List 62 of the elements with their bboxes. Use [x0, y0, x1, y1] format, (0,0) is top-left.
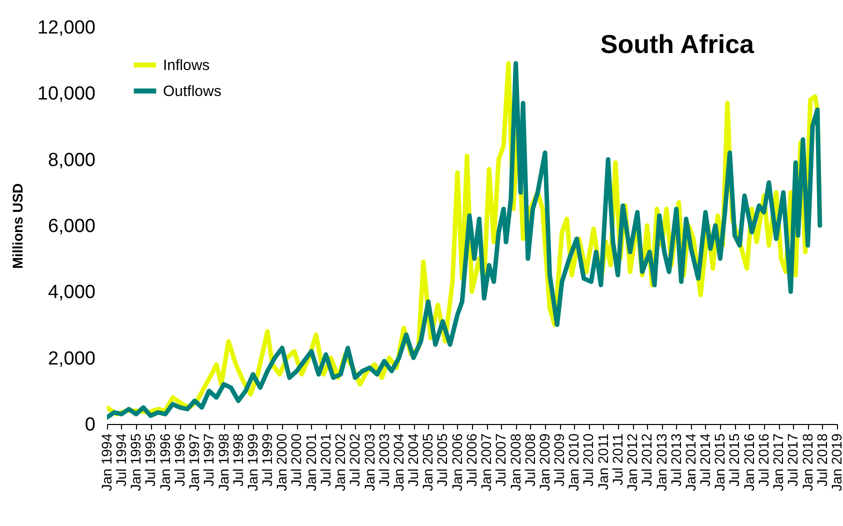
y-tick-label: 6,000: [48, 216, 96, 237]
x-tick-label: Jan 1996: [156, 433, 173, 492]
chart-title: South Africa: [600, 29, 755, 59]
x-tick-label: Jan 2016: [740, 433, 757, 492]
x-tick-label: Jul 2016: [755, 433, 772, 486]
x-tick-label: Jul 2012: [638, 433, 655, 486]
x-tick-label: Jul 1994: [112, 433, 129, 486]
x-tick-label: Jul 2006: [463, 433, 480, 486]
y-tick-label: 0: [84, 414, 96, 436]
x-tick-label: Jul 1999: [258, 433, 275, 486]
x-tick-label: Jul 1995: [142, 433, 158, 486]
x-tick-label: Jan 2009: [536, 433, 553, 492]
x-tick-label: Jan 2014: [682, 433, 699, 492]
x-tick-label: Jan 2005: [420, 433, 436, 492]
y-tick-label: 2,000: [48, 348, 96, 370]
x-tick-label: Jul 2010: [580, 433, 596, 486]
x-tick-label: Jan 2001: [302, 433, 319, 492]
x-tick-label: Jan 2007: [478, 433, 494, 492]
x-tick-label: Jul 2002: [346, 433, 363, 486]
x-tick-label: Jul 2013: [668, 433, 684, 486]
x-tick-label: Jul 2011: [609, 433, 626, 486]
x-tick-label: Jul 2005: [434, 433, 450, 486]
x-tick-label: Jul 2017: [784, 433, 801, 486]
x-tick-label: Jul 2009: [551, 433, 567, 486]
x-tick-label: Jan 2018: [799, 433, 816, 492]
x-tick-label: Jul 2007: [492, 433, 509, 486]
x-tick-label: Jul 2004: [405, 433, 422, 486]
x-tick-label: Jan 2000: [274, 433, 290, 492]
legend-label: Inflows: [163, 57, 210, 74]
y-axis-title: Millions USD: [9, 183, 26, 269]
x-tick-label: Jul 1996: [171, 433, 188, 486]
x-tick-label: Jul 2008: [522, 433, 538, 486]
y-tick-label: 4,000: [48, 282, 96, 304]
x-tick-label: Jul 2018: [814, 433, 830, 486]
x-tick-label: Jan 2019: [828, 433, 843, 492]
x-tick-label: Jul 2003: [376, 433, 392, 486]
x-tick-label: Jan 1998: [215, 433, 232, 492]
x-tick-label: Jan 1994: [98, 433, 114, 492]
x-tick-label: Jan 2011: [594, 433, 611, 490]
x-tick-label: Jan 2004: [390, 433, 406, 492]
x-tick-label: Jul 2014: [696, 433, 713, 486]
legend-label: Outflows: [163, 83, 222, 100]
y-tick-label: 8,000: [48, 150, 96, 171]
x-tick-label: Jul 2000: [288, 433, 304, 486]
x-tick-label: Jul 1998: [230, 433, 246, 486]
y-tick-label: 10,000: [37, 84, 96, 105]
x-tick-label: Jul 1997: [200, 433, 217, 486]
x-tick-label: Jan 2015: [712, 433, 728, 492]
x-tick-label: Jan 1995: [128, 433, 144, 492]
x-tick-label: Jan 2003: [361, 433, 378, 492]
x-tick-label: Jan 2002: [332, 433, 348, 492]
x-tick-label: Jul 2015: [726, 433, 742, 486]
x-tick-label: Jan 1999: [244, 433, 260, 492]
x-tick-label: Jan 1997: [186, 433, 202, 492]
x-tick-label: Jan 2012: [624, 433, 640, 492]
y-tick-label: 12,000: [37, 18, 96, 38]
x-tick-label: Jan 2008: [507, 433, 524, 492]
x-tick-label: Jan 2013: [653, 433, 670, 492]
x-tick-label: Jul 2001: [317, 433, 334, 486]
x-tick-label: Jan 2010: [566, 433, 582, 492]
x-tick-label: Jan 2006: [448, 433, 465, 492]
x-tick-label: Jan 2017: [770, 433, 786, 492]
